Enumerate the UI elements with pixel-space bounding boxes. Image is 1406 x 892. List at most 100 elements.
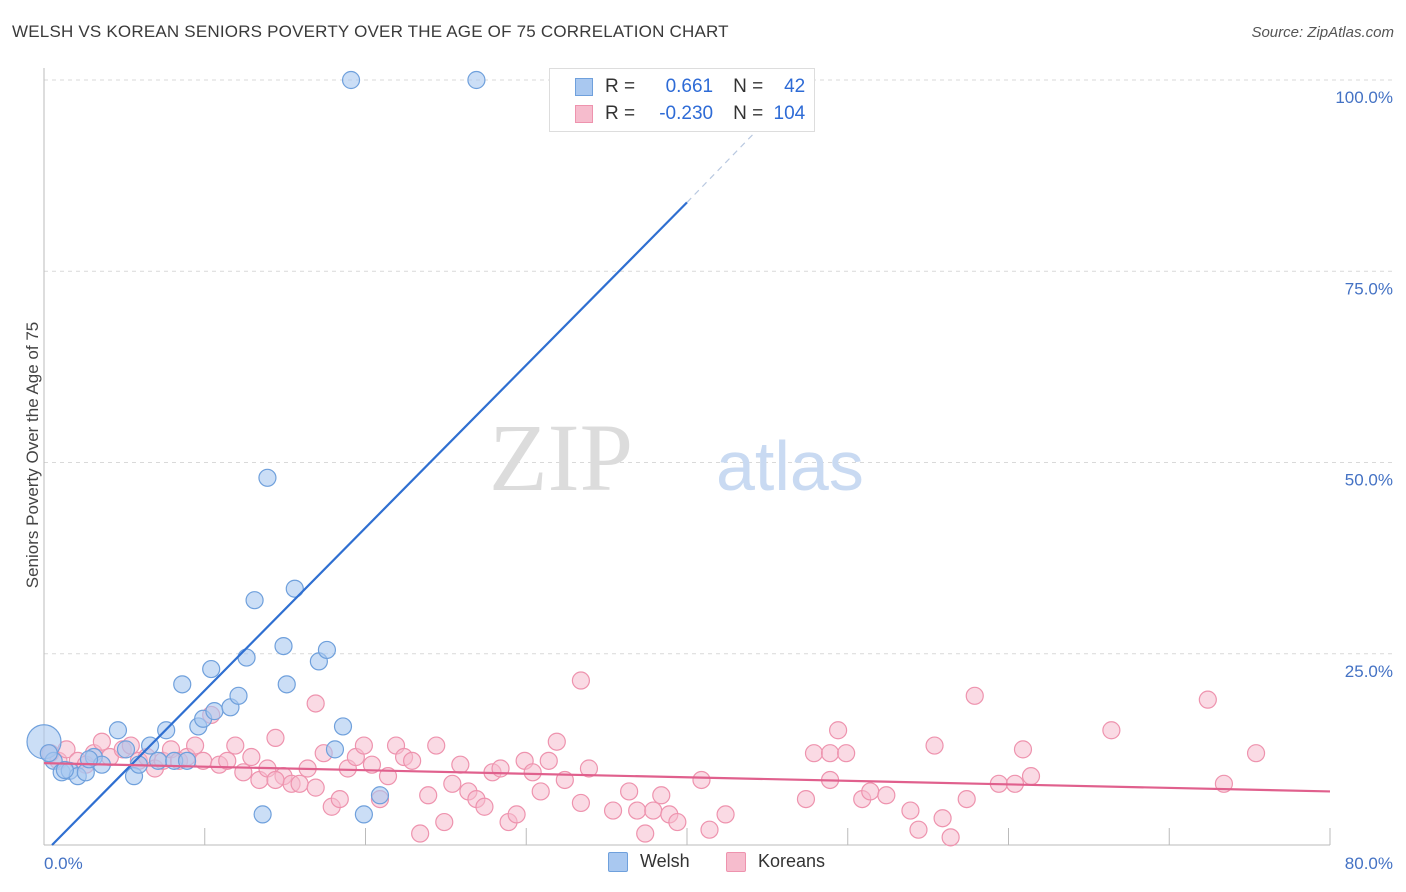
- koreans-point: [403, 751, 422, 770]
- koreans-point: [266, 770, 285, 790]
- welsh-point: [253, 805, 272, 824]
- koreans-point: [547, 732, 566, 751]
- koreans-point: [435, 812, 454, 832]
- koreans-point: [603, 801, 623, 820]
- koreans-point: [909, 820, 928, 839]
- welsh-point: [467, 70, 486, 90]
- koreans-point: [306, 778, 325, 797]
- watermark-zip: ZIP: [489, 404, 633, 511]
- welsh-point: [354, 805, 373, 824]
- welsh-series: [26, 70, 486, 824]
- koreans-point: [427, 736, 446, 755]
- koreans-point: [933, 809, 952, 828]
- welsh-point: [55, 760, 74, 780]
- legend-item-welsh[interactable]: Welsh: [608, 851, 690, 872]
- koreans-point: [571, 671, 591, 690]
- source-label: Source: ZipAtlas.com: [1251, 24, 1394, 41]
- koreans-point: [443, 774, 462, 793]
- koreans-point: [571, 793, 591, 813]
- koreans-point: [92, 732, 111, 751]
- koreans-point: [716, 805, 735, 824]
- stats-row-welsh: R = 0.661 N = 42: [550, 74, 805, 100]
- koreans-point: [829, 721, 848, 740]
- koreans-series: [41, 671, 1266, 847]
- welsh-point: [274, 636, 293, 656]
- koreans-point: [820, 744, 840, 763]
- welsh-n-label: N =: [733, 76, 764, 97]
- koreans-point: [668, 812, 687, 832]
- koreans-point: [354, 736, 373, 755]
- koreans-point: [419, 786, 438, 805]
- koreans-point: [330, 789, 349, 809]
- y-tick-label: 25.0%: [1345, 662, 1393, 681]
- koreans-point: [242, 747, 261, 767]
- koreans-point: [218, 751, 237, 770]
- koreans-point: [837, 744, 856, 763]
- legend-welsh-label: Welsh: [640, 851, 690, 871]
- koreans-point: [1013, 740, 1033, 759]
- fit-lines: [43, 102, 1331, 846]
- welsh-point: [173, 675, 192, 694]
- welsh-point: [245, 591, 264, 610]
- welsh-point: [258, 468, 277, 487]
- koreans-point: [925, 736, 944, 755]
- koreans-point: [1198, 690, 1217, 709]
- welsh-n-value: 42: [784, 76, 806, 97]
- koreans-point: [491, 759, 510, 778]
- x-tick-label: 80.0%: [1345, 854, 1393, 873]
- koreans-point: [652, 786, 671, 805]
- koreans-point: [523, 763, 542, 782]
- koreans-point: [306, 694, 325, 713]
- koreans-point: [620, 782, 639, 801]
- watermark-atlas: atlas: [716, 427, 864, 505]
- y-tick-label: 50.0%: [1345, 471, 1393, 490]
- welsh-point: [285, 579, 304, 598]
- koreans-point: [531, 782, 550, 801]
- welsh-point: [229, 686, 248, 705]
- y-tick-label: 100.0%: [1335, 88, 1393, 107]
- welsh-point: [333, 717, 353, 736]
- koreans-point: [290, 774, 309, 793]
- koreans-point: [965, 686, 984, 705]
- koreans-point: [796, 789, 816, 809]
- welsh-r-value: 0.661: [665, 76, 714, 97]
- koreans-point: [700, 820, 719, 839]
- watermark: ZIP atlas: [489, 404, 864, 511]
- koreans-point: [877, 786, 896, 805]
- koreans-point: [186, 736, 205, 755]
- koreans-point: [507, 805, 526, 824]
- koreans-r-label: R =: [605, 103, 636, 124]
- welsh-point: [341, 70, 361, 90]
- koreans-point: [539, 751, 558, 770]
- koreans-point: [451, 755, 470, 774]
- welsh-point: [277, 675, 296, 694]
- koreans-r-value: -0.230: [659, 103, 714, 124]
- koreans-point: [941, 828, 960, 847]
- koreans-point: [636, 824, 655, 843]
- koreans-point: [579, 759, 599, 778]
- welsh-trend-line: [51, 201, 688, 846]
- welsh-swatch: [575, 78, 593, 96]
- x-tick-label: 0.0%: [44, 854, 83, 873]
- koreans-point: [628, 801, 647, 820]
- welsh-point: [202, 659, 221, 679]
- koreans-point: [861, 782, 880, 801]
- welsh-point: [325, 740, 345, 759]
- koreans-point: [901, 801, 920, 820]
- koreans-point: [266, 728, 285, 748]
- welsh-point: [108, 721, 128, 740]
- stats-box: R = 0.661 N = 42 R = -0.230 N = 104: [549, 68, 815, 132]
- koreans-point: [475, 797, 494, 816]
- welsh-point: [237, 648, 256, 667]
- koreans-trend-line: [43, 762, 1331, 793]
- legend-koreans-label: Koreans: [758, 851, 826, 871]
- koreans-point: [411, 824, 430, 843]
- welsh-point: [39, 744, 58, 763]
- welsh-point: [370, 786, 390, 805]
- welsh-point: [177, 751, 197, 770]
- koreans-point: [226, 736, 245, 755]
- koreans-swatch: [575, 105, 593, 123]
- legend-item-koreans[interactable]: Koreans: [726, 851, 825, 872]
- koreans-n-label: N =: [733, 103, 764, 124]
